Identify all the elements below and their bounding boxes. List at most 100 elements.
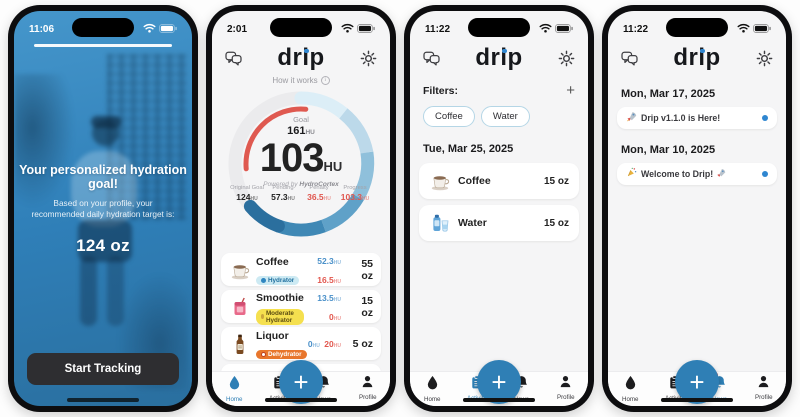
- app-logo: drip: [475, 44, 523, 71]
- chip-coffee[interactable]: Coffee: [423, 106, 475, 127]
- hu-gain-value: 52.3HU: [317, 256, 341, 267]
- logo-blue-dot: [700, 48, 705, 53]
- status-time: 11:22: [425, 23, 451, 35]
- wifi-icon: [737, 20, 750, 38]
- info-icon: [320, 76, 330, 85]
- settings-gear-icon[interactable]: [558, 50, 575, 67]
- water-bottle-icon: [429, 212, 451, 234]
- entry-row-water[interactable]: Water 15 oz: [419, 205, 579, 241]
- start-tracking-button[interactable]: Start Tracking: [27, 353, 179, 385]
- news-text: Welcome to Drip!: [641, 168, 762, 180]
- hu-loss-value: 0HU: [329, 311, 341, 322]
- status-time: 2:01: [227, 23, 248, 35]
- status-bar: 11:06: [14, 11, 192, 41]
- person-icon: [559, 375, 572, 393]
- news-text: Drip v1.1.0 is Here!: [641, 113, 721, 123]
- logo-blue-dot: [304, 48, 309, 53]
- gauge-current-value: 103HU: [259, 136, 343, 180]
- unread-dot: [762, 171, 768, 177]
- news-date-header: Mon, Mar 17, 2025: [621, 88, 716, 100]
- drink-row-liquor[interactable]: Liquor Dehydrator 0HU 20HU 5 oz: [221, 327, 381, 360]
- hu-gain-value: 0HU: [307, 339, 320, 350]
- chip-water[interactable]: Water: [480, 106, 530, 127]
- phone-news: 11:22 drip Mon, Mar 17, 2025 Drip v1.1.0…: [602, 5, 792, 412]
- chats-icon[interactable]: [225, 51, 242, 66]
- gauge-goal-value: 161HU: [287, 125, 315, 137]
- status-bar: 11:22: [608, 11, 786, 41]
- rocket-icon: [716, 168, 726, 180]
- person-icon: [361, 375, 374, 393]
- drink-amount: 15 oz: [361, 294, 373, 319]
- nav-home[interactable]: Home: [415, 375, 449, 403]
- add-drink-fab[interactable]: +: [675, 360, 719, 404]
- battery-icon: [753, 20, 771, 38]
- unread-dot: [762, 115, 768, 121]
- app-header: drip: [608, 43, 786, 73]
- add-drink-fab[interactable]: +: [279, 360, 323, 404]
- status-bar: 11:22: [410, 11, 588, 41]
- nav-profile[interactable]: Profile: [747, 375, 781, 401]
- home-indicator[interactable]: [265, 398, 337, 402]
- entry-amount: 15 oz: [543, 175, 569, 187]
- chats-icon[interactable]: [621, 51, 638, 66]
- home-indicator[interactable]: [661, 398, 733, 402]
- logo-blue-dot: [502, 48, 507, 53]
- notch: [666, 18, 728, 37]
- drink-amount: 5 oz: [352, 337, 373, 350]
- home-indicator[interactable]: [463, 398, 535, 402]
- drink-amount: 55 oz: [361, 257, 373, 282]
- stat-penalty: Penalty 36.5HU: [307, 185, 331, 202]
- moderate-hydrator-badge: Moderate Hydrator: [256, 308, 304, 325]
- drink-name: Coffee: [256, 255, 289, 268]
- runner-silhouette: [92, 119, 120, 146]
- notch: [72, 18, 134, 37]
- battery-icon: [357, 20, 375, 38]
- home-indicator[interactable]: [67, 398, 139, 402]
- status-bar: 2:01: [212, 11, 390, 41]
- stat-original-goal: Original Goal 124HU: [230, 185, 264, 202]
- nav-profile[interactable]: Profile: [351, 375, 385, 401]
- status-time: 11:06: [29, 23, 55, 35]
- how-it-works-link[interactable]: How it works: [212, 76, 390, 85]
- person-icon: [757, 375, 770, 393]
- battery-icon: [555, 20, 573, 38]
- nav-home[interactable]: Home: [613, 375, 647, 403]
- party-popper-icon: [626, 165, 637, 183]
- entry-name: Coffee: [458, 175, 491, 187]
- water-drop-icon: [426, 375, 439, 395]
- onboarding-headline: Your personalized hydration goal!: [19, 163, 187, 191]
- drink-row-coffee[interactable]: Coffee Hydrator 52.3HU 16.5HU 55 oz: [221, 253, 381, 286]
- no-drop-icon: [261, 351, 266, 357]
- news-item-welcome[interactable]: Welcome to Drip!: [617, 163, 777, 185]
- phone-onboarding: 11:06 Your personalized hydration goal! …: [8, 5, 198, 412]
- drink-row-smoothie[interactable]: Smoothie Moderate Hydrator 13.5HU 0HU 15…: [221, 290, 381, 325]
- entry-list: Coffee 15 oz Water 15 oz: [419, 163, 579, 241]
- warning-icon: [261, 314, 264, 320]
- app-header: drip: [410, 43, 588, 73]
- drink-name: Smoothie: [256, 292, 304, 305]
- nav-home[interactable]: Home: [217, 375, 251, 403]
- app-logo: drip: [673, 44, 721, 71]
- filter-chips: Coffee Water: [423, 106, 575, 127]
- notch: [270, 18, 332, 37]
- liquor-bottle-icon: [229, 333, 251, 355]
- chats-icon[interactable]: [423, 51, 440, 66]
- phone-activity: 11:22 drip Filters: + Coffee Water Tue, …: [404, 5, 594, 412]
- wifi-icon: [539, 20, 552, 38]
- add-drink-fab[interactable]: +: [477, 360, 521, 404]
- news-date-header: Mon, Mar 10, 2025: [621, 144, 716, 156]
- drink-name: Liquor: [256, 329, 289, 342]
- add-filter-button[interactable]: +: [566, 82, 575, 99]
- hu-loss-value: 16.5HU: [317, 274, 341, 285]
- app-logo: drip: [277, 44, 325, 71]
- gauge-ring: [228, 91, 375, 237]
- news-item-release[interactable]: Drip v1.1.0 is Here!: [617, 107, 777, 129]
- nav-profile[interactable]: Profile: [549, 375, 583, 401]
- entry-row-coffee[interactable]: Coffee 15 oz: [419, 163, 579, 199]
- stat-progress: Progress 103.3HU: [340, 185, 370, 202]
- dehydrator-badge: Dehydrator: [256, 349, 307, 359]
- settings-gear-icon[interactable]: [360, 50, 377, 67]
- settings-gear-icon[interactable]: [756, 50, 773, 67]
- city-buildings: [106, 54, 187, 221]
- entry-name: Water: [458, 217, 487, 229]
